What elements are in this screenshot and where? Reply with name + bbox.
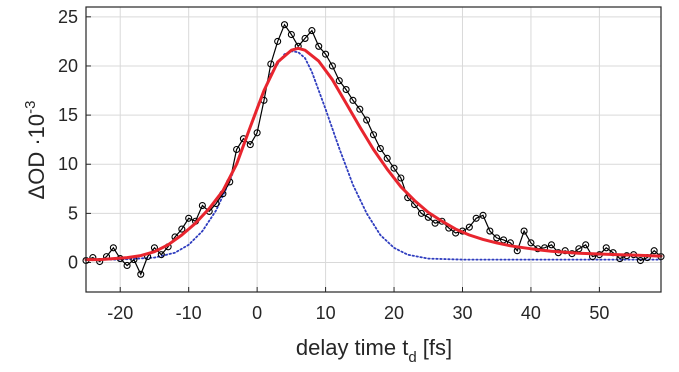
y-axis-label: ΔOD ·10 <box>24 114 49 200</box>
data-point <box>520 227 528 235</box>
data-point <box>349 96 357 104</box>
x-tick-label: -10 <box>176 303 202 323</box>
data-point <box>472 214 480 222</box>
data-point <box>246 141 254 149</box>
y-tick-label: 25 <box>58 7 78 27</box>
data-point <box>602 244 610 252</box>
data-point <box>322 50 330 58</box>
data-point <box>383 154 391 162</box>
data-point <box>486 227 494 235</box>
data-point <box>356 105 364 113</box>
data-point <box>424 213 432 221</box>
reference-line <box>85 50 662 261</box>
data-point <box>397 174 405 182</box>
data-point <box>417 209 425 217</box>
y-tick-label: 15 <box>58 105 78 125</box>
y-tick-label: 5 <box>68 203 78 223</box>
data-point <box>363 116 371 124</box>
x-axis-title: delay time td [fs] <box>296 335 452 366</box>
x-tick-label: 0 <box>252 303 262 323</box>
data-point <box>198 201 206 210</box>
x-axis-subscript: d <box>408 349 416 366</box>
data-point <box>301 34 309 42</box>
data-point <box>178 225 186 233</box>
data-point <box>109 244 117 252</box>
x-tick-label: 10 <box>316 303 336 323</box>
x-tick-label: 50 <box>589 303 609 323</box>
y-axis-exponent: -3 <box>22 101 39 114</box>
data-point <box>137 270 145 278</box>
data-point <box>465 223 473 231</box>
data-point <box>315 42 323 50</box>
y-tick-labels: 0 5 10 15 20 25 <box>58 7 78 273</box>
data-point <box>253 129 261 137</box>
data-point <box>479 211 487 219</box>
plot-frame <box>85 6 662 293</box>
reference-curve <box>85 50 662 261</box>
data-point <box>274 37 282 45</box>
data-point <box>527 239 535 247</box>
data-point <box>342 86 350 94</box>
x-axis-unit: [fs] <box>417 335 452 360</box>
data-point <box>335 77 343 85</box>
data-point <box>369 131 378 139</box>
data-point <box>376 144 384 153</box>
data-point <box>185 214 193 222</box>
data-point <box>431 219 439 227</box>
grid <box>86 7 661 292</box>
data-point <box>267 60 275 68</box>
x-tick-labels: -20 -10 0 10 20 30 40 50 <box>107 303 609 323</box>
data-point <box>650 247 658 255</box>
y-tick-label: 10 <box>58 154 78 174</box>
x-tick-label: 40 <box>521 303 541 323</box>
x-axis-label: delay time t <box>296 335 409 360</box>
fit-line <box>84 46 663 262</box>
data-point <box>233 145 241 154</box>
data-point <box>328 62 336 70</box>
x-tick-label: 30 <box>452 303 472 323</box>
data-point <box>157 251 165 259</box>
data-point <box>287 30 295 39</box>
y-tick-label: 0 <box>68 253 78 273</box>
data-point <box>636 257 645 265</box>
data-point <box>493 234 501 242</box>
data-point <box>123 261 131 270</box>
data-point <box>280 21 289 29</box>
x-tick-label: 20 <box>384 303 404 323</box>
y-axis-title: ΔOD ·10-3 <box>22 101 49 200</box>
fit-curve <box>84 46 663 262</box>
data-point <box>390 164 398 172</box>
x-tick-label: -20 <box>107 303 133 323</box>
y-tick-label: 20 <box>58 56 78 76</box>
data-point <box>547 241 556 249</box>
data-point <box>582 241 590 249</box>
data-point <box>308 27 316 35</box>
